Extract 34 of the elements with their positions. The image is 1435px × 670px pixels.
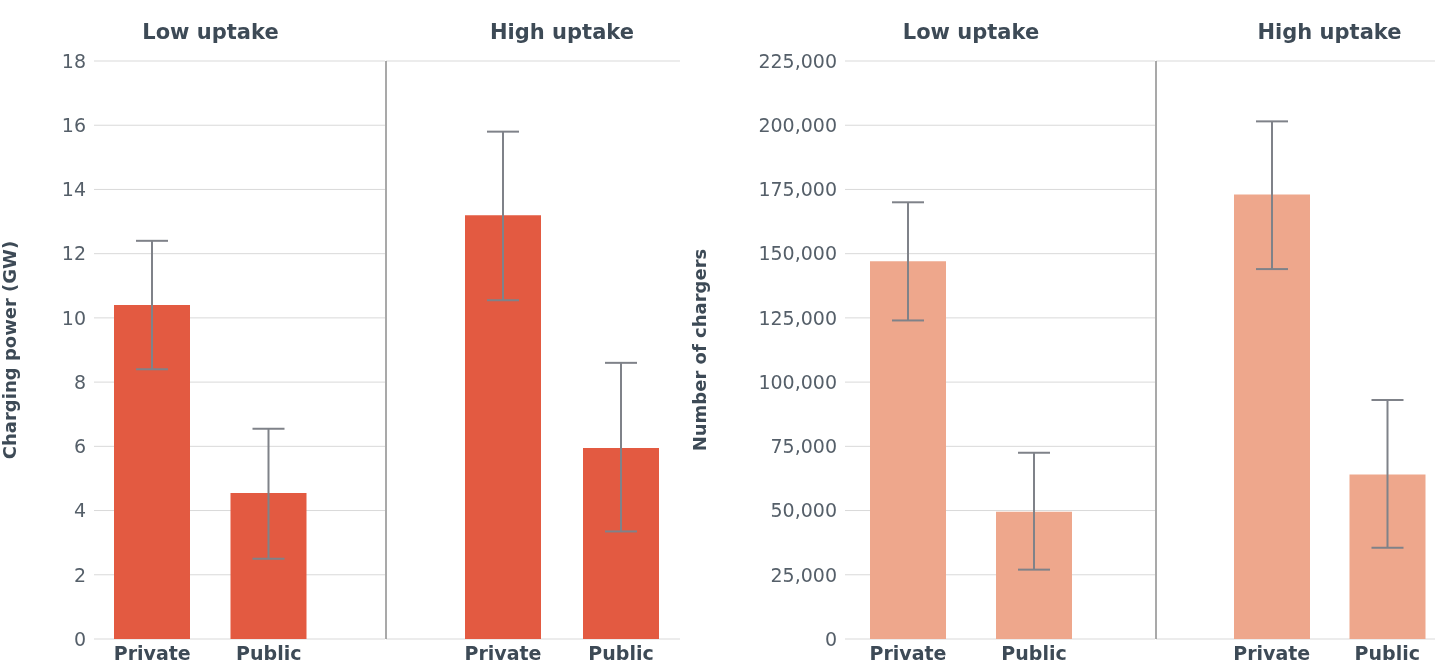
x-tick-label: Private xyxy=(464,642,542,665)
y-axis-title: Charging power (GW) xyxy=(0,240,21,460)
chart-title: High uptake xyxy=(1256,20,1403,44)
y-tick-label: 50,000 xyxy=(770,499,837,522)
y-tick-label: 25,000 xyxy=(770,563,837,586)
y-tick-label: 100,000 xyxy=(758,370,837,393)
y-tick-label: 8 xyxy=(73,370,86,393)
x-tick-label: Private xyxy=(113,642,191,665)
y-tick-label: 225,000 xyxy=(758,49,837,72)
x-tick-label: Private xyxy=(1233,642,1311,665)
y-tick-label: 125,000 xyxy=(758,306,837,329)
x-tick-label: Public xyxy=(236,642,302,665)
chart-title: High uptake xyxy=(489,20,635,44)
y-tick-label: 150,000 xyxy=(758,242,837,265)
y-tick-label: 4 xyxy=(73,499,86,522)
x-tick-label: Private xyxy=(869,642,947,665)
y-tick-label: 12 xyxy=(61,242,86,265)
x-tick-label: Public xyxy=(1354,642,1420,665)
y-tick-label: 200,000 xyxy=(758,113,837,136)
y-tick-label: 75,000 xyxy=(770,435,837,458)
y-axis-title: Number of chargers xyxy=(689,248,711,452)
y-tick-label: 0 xyxy=(73,627,86,650)
y-tick-label: 10 xyxy=(61,306,86,329)
y-tick-label: 2 xyxy=(73,563,86,586)
y-tick-label: 6 xyxy=(73,435,86,458)
y-tick-label: 14 xyxy=(61,178,86,201)
x-tick-label: Public xyxy=(588,642,654,665)
x-tick-label: Public xyxy=(1001,642,1067,665)
chart-title: Low uptake xyxy=(901,20,1041,44)
y-tick-label: 18 xyxy=(61,49,86,72)
y-tick-label: 175,000 xyxy=(758,178,837,201)
y-tick-label: 16 xyxy=(61,113,86,136)
chart-title: Low uptake xyxy=(141,20,280,44)
y-tick-label: 0 xyxy=(824,627,837,650)
